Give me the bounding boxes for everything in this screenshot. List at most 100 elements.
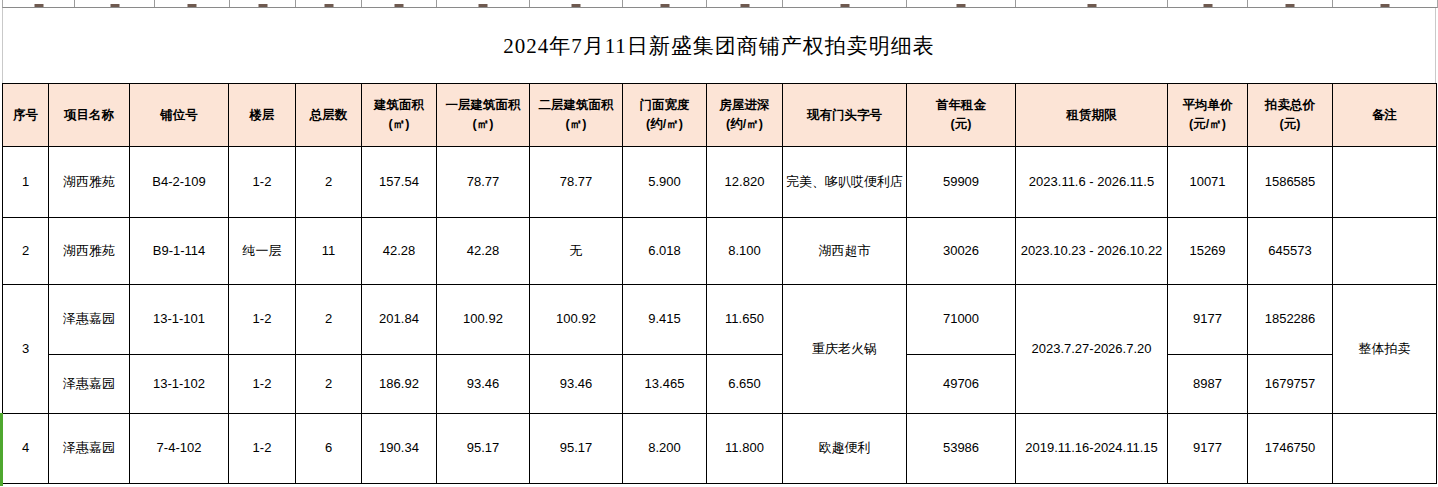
- cell-store-name[interactable]: 湖西超市: [783, 218, 907, 285]
- cell-depth[interactable]: 11.800: [707, 414, 783, 484]
- cell-building-area[interactable]: 186.92: [362, 355, 437, 414]
- column-header-floor1-area[interactable]: 一层建筑面积 (㎡): [437, 84, 530, 147]
- clipped-cell: [437, 0, 530, 7]
- column-header-frontage-width[interactable]: 门面宽度 (约/㎡): [623, 84, 707, 147]
- cell-remarks[interactable]: [1333, 147, 1437, 218]
- column-header-floor2-area[interactable]: 二层建筑面积 (㎡): [530, 84, 623, 147]
- cell-shop-no[interactable]: 13-1-101: [130, 285, 229, 355]
- clipped-cell: [1333, 0, 1437, 7]
- table-row: 3 泽惠嘉园 13-1-101 1-2 2 201.84 100.92 100.…: [3, 285, 1437, 355]
- table-row: 2 湖西雅苑 B9-1-114 纯一层 11 42.28 42.28 无 6.0…: [3, 218, 1437, 285]
- cell-building-area[interactable]: 190.34: [362, 414, 437, 484]
- column-header-total-floors[interactable]: 总层数: [296, 84, 362, 147]
- cell-floor1-area[interactable]: 95.17: [437, 414, 530, 484]
- cell-floor2-area[interactable]: 100.92: [530, 285, 623, 355]
- cell-floor2-area[interactable]: 78.77: [530, 147, 623, 218]
- cell-auction-total[interactable]: 1746750: [1248, 414, 1333, 484]
- cell-depth[interactable]: 8.100: [707, 218, 783, 285]
- column-header-first-year-rent[interactable]: 首年租金 (元): [907, 84, 1016, 147]
- cell-auction-total[interactable]: 1586585: [1248, 147, 1333, 218]
- cell-auction-total[interactable]: 645573: [1248, 218, 1333, 285]
- cell-frontage-width[interactable]: 8.200: [623, 414, 707, 484]
- column-header-avg-unit-price[interactable]: 平均单价 (元/㎡): [1168, 84, 1248, 147]
- cell-total-floors[interactable]: 6: [296, 414, 362, 484]
- cell-first-year-rent[interactable]: 49706: [907, 355, 1016, 414]
- cell-total-floors[interactable]: 2: [296, 355, 362, 414]
- cell-frontage-width[interactable]: 13.465: [623, 355, 707, 414]
- cell-frontage-width[interactable]: 5.900: [623, 147, 707, 218]
- cell-floor1-area[interactable]: 42.28: [437, 218, 530, 285]
- cell-seq[interactable]: 1: [3, 147, 49, 218]
- cell-store-name-merged[interactable]: 重庆老火锅: [783, 285, 907, 414]
- cell-auction-total[interactable]: 1852286: [1248, 285, 1333, 355]
- cell-floor2-area[interactable]: 93.46: [530, 355, 623, 414]
- cell-floor2-area[interactable]: 95.17: [530, 414, 623, 484]
- cell-floor[interactable]: 1-2: [229, 355, 296, 414]
- clipped-row-above: [2, 0, 1438, 8]
- cell-auction-total[interactable]: 1679757: [1248, 355, 1333, 414]
- cell-first-year-rent[interactable]: 59909: [907, 147, 1016, 218]
- cell-depth[interactable]: 11.650: [707, 285, 783, 355]
- cell-shop-no[interactable]: 13-1-102: [130, 355, 229, 414]
- cell-avg-unit-price[interactable]: 9177: [1168, 414, 1248, 484]
- cell-first-year-rent[interactable]: 30026: [907, 218, 1016, 285]
- cell-remarks-merged[interactable]: 整体拍卖: [1333, 285, 1437, 414]
- cell-avg-unit-price[interactable]: 15269: [1168, 218, 1248, 285]
- column-header-project[interactable]: 项目名称: [49, 84, 130, 147]
- column-header-floor[interactable]: 楼层: [229, 84, 296, 147]
- cell-project[interactable]: 湖西雅苑: [49, 147, 130, 218]
- cell-shop-no[interactable]: B9-1-114: [130, 218, 229, 285]
- cell-project[interactable]: 泽惠嘉园: [49, 414, 130, 484]
- cell-shop-no[interactable]: 7-4-102: [130, 414, 229, 484]
- cell-seq-merged[interactable]: 3: [3, 285, 49, 414]
- cell-total-floors[interactable]: 2: [296, 285, 362, 355]
- cell-avg-unit-price[interactable]: 9177: [1168, 285, 1248, 355]
- cell-first-year-rent[interactable]: 53986: [907, 414, 1016, 484]
- column-header-remarks[interactable]: 备注: [1333, 84, 1437, 147]
- cell-floor2-area[interactable]: 无: [530, 218, 623, 285]
- cell-store-name[interactable]: 欧趣便利: [783, 414, 907, 484]
- cell-floor1-area[interactable]: 78.77: [437, 147, 530, 218]
- cell-depth[interactable]: 12.820: [707, 147, 783, 218]
- cell-shop-no[interactable]: B4-2-109: [130, 147, 229, 218]
- cell-remarks[interactable]: [1333, 218, 1437, 285]
- column-header-lease-term[interactable]: 租赁期限: [1016, 84, 1168, 147]
- cell-depth[interactable]: 6.650: [707, 355, 783, 414]
- cell-building-area[interactable]: 157.54: [362, 147, 437, 218]
- column-header-seq[interactable]: 序号: [3, 84, 49, 147]
- cell-building-area[interactable]: 42.28: [362, 218, 437, 285]
- cell-store-name[interactable]: 完美、哆叭哎便利店: [783, 147, 907, 218]
- cell-floor1-area[interactable]: 93.46: [437, 355, 530, 414]
- column-header-depth[interactable]: 房屋进深 (约/㎡): [707, 84, 783, 147]
- cell-seq[interactable]: 4: [3, 414, 49, 484]
- cell-lease-term[interactable]: 2023.10.23 - 2026.10.22: [1016, 218, 1168, 285]
- cell-frontage-width[interactable]: 9.415: [623, 285, 707, 355]
- cell-remarks[interactable]: [1333, 414, 1437, 484]
- column-header-store-name[interactable]: 现有门头字号: [783, 84, 907, 147]
- cell-total-floors[interactable]: 11: [296, 218, 362, 285]
- title-row[interactable]: 2024年7月11日新盛集团商铺产权拍卖明细表: [2, 8, 1436, 83]
- cell-first-year-rent[interactable]: 71000: [907, 285, 1016, 355]
- table-row: 1 湖西雅苑 B4-2-109 1-2 2 157.54 78.77 78.77…: [3, 147, 1437, 218]
- column-header-shop-no[interactable]: 铺位号: [130, 84, 229, 147]
- cell-building-area[interactable]: 201.84: [362, 285, 437, 355]
- column-header-auction-total[interactable]: 拍卖总价 (元): [1248, 84, 1333, 147]
- cell-avg-unit-price[interactable]: 10071: [1168, 147, 1248, 218]
- cell-floor1-area[interactable]: 100.92: [437, 285, 530, 355]
- cell-lease-term-merged[interactable]: 2023.7.27-2026.7.20: [1016, 285, 1168, 414]
- cell-floor[interactable]: 1-2: [229, 147, 296, 218]
- cell-floor[interactable]: 1-2: [229, 285, 296, 355]
- cell-floor[interactable]: 纯一层: [229, 218, 296, 285]
- cell-lease-term[interactable]: 2023.11.6 - 2026.11.5: [1016, 147, 1168, 218]
- cell-project[interactable]: 湖西雅苑: [49, 218, 130, 285]
- cell-project[interactable]: 泽惠嘉园: [49, 285, 130, 355]
- column-header-building-area[interactable]: 建筑面积 (㎡): [362, 84, 437, 147]
- cell-lease-term[interactable]: 2019.11.16-2024.11.15: [1016, 414, 1168, 484]
- header-row: 序号 项目名称 铺位号 楼层 总层数 建筑面积 (㎡) 一层建筑面积 (㎡) 二…: [3, 84, 1437, 147]
- cell-floor[interactable]: 1-2: [229, 414, 296, 484]
- cell-project[interactable]: 泽惠嘉园: [49, 355, 130, 414]
- cell-total-floors[interactable]: 2: [296, 147, 362, 218]
- cell-seq[interactable]: 2: [3, 218, 49, 285]
- cell-avg-unit-price[interactable]: 8987: [1168, 355, 1248, 414]
- cell-frontage-width[interactable]: 6.018: [623, 218, 707, 285]
